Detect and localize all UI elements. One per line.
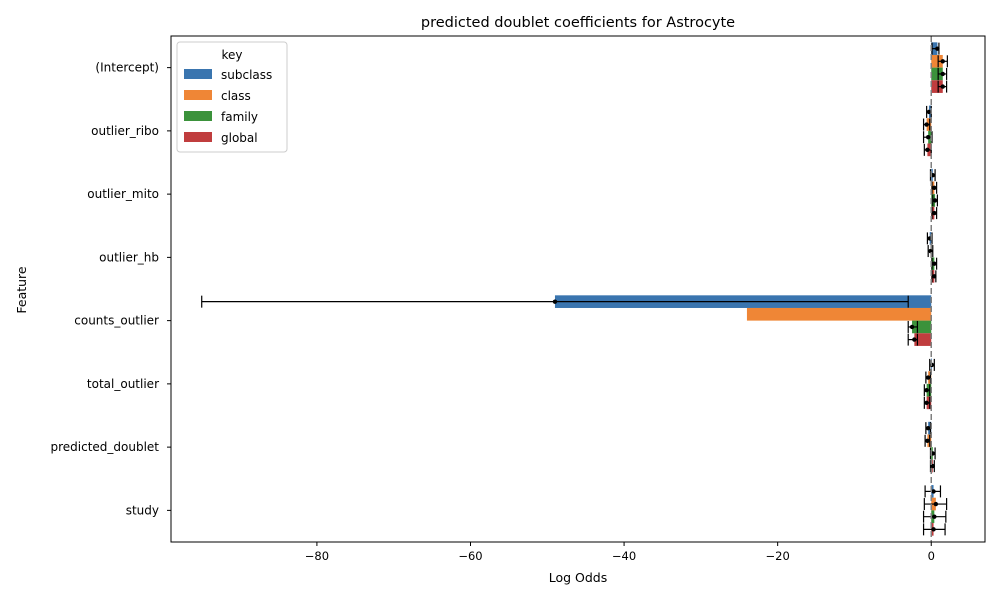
point-family-0 [940,71,945,77]
y-axis-label: Feature [14,266,29,314]
axis-layer: −80 −60 −40 −20 0 (Intercept) outlier_ribooutl… [50,35,986,563]
chart-title: predicted doublet coefficients for Astro… [421,15,735,31]
x-tick-label-2: −40 [612,549,636,563]
legend-label-family: family [221,110,258,124]
legend-swatch-subclass [184,69,212,79]
bar-family-0 [931,67,943,81]
point-subclass-1 [926,109,932,115]
point-family-5 [924,388,929,393]
legend-label-class: class [221,89,251,103]
bar-class-0 [931,54,943,68]
y-tick-label-3: outlier_hb [99,250,159,264]
point-family-2 [932,198,938,203]
y-tick-label-7: study [126,503,159,517]
point-class-7 [933,501,939,507]
point-global-4 [912,337,917,342]
point-global-5 [924,400,929,406]
point-subclass-6 [925,425,931,431]
x-tick-label-1: −60 [458,549,482,563]
point-global-3 [932,274,937,279]
y-tick-label-2: outlier_mito [87,187,159,201]
point-family-7 [932,514,937,519]
point-global-2 [932,210,937,216]
point-family-3 [932,261,937,266]
bar-class-4 [746,307,932,321]
y-tick-label-5: total_outlier [87,377,159,391]
point-global-1 [925,147,930,153]
point-family-4 [909,324,915,330]
plot-frame [170,35,986,543]
point-class-1 [924,122,929,127]
legend-swatch-global [184,132,212,142]
point-global-0 [940,84,945,89]
bar-global-0 [931,80,943,93]
point-family-1 [925,135,931,140]
point-subclass-7 [931,489,936,494]
x-axis-label: Log Odds [549,570,608,585]
point-subclass-0 [935,46,940,51]
legend-title: key [221,48,242,62]
point-class-5 [925,375,931,380]
point-class-2 [932,185,937,190]
y-tick-label-0: (Intercept) [95,61,159,75]
point-global-7 [931,527,936,532]
legend-swatch-class [184,90,212,100]
y-tick-label-4: counts_outlier [74,314,159,328]
point-subclass-4 [552,299,558,304]
legend: key subclass class family global [176,41,288,153]
plot-layer [201,36,948,542]
point-subclass-5 [929,362,935,368]
point-class-6 [925,438,930,443]
point-class-0 [940,59,945,64]
legend-label-subclass: subclass [221,68,272,82]
point-class-3 [928,248,933,254]
bar-global-4 [914,333,932,346]
legend-label-global: global [221,131,258,145]
x-tick-label-4: 0 [928,549,935,563]
y-tick-label-1: outlier_ribo [91,124,159,138]
x-tick-label-3: −20 [766,549,790,563]
y-tick-label-6: predicted_doublet [50,440,159,454]
x-tick-label-0: −80 [305,549,329,563]
legend-swatch-family [184,111,212,121]
